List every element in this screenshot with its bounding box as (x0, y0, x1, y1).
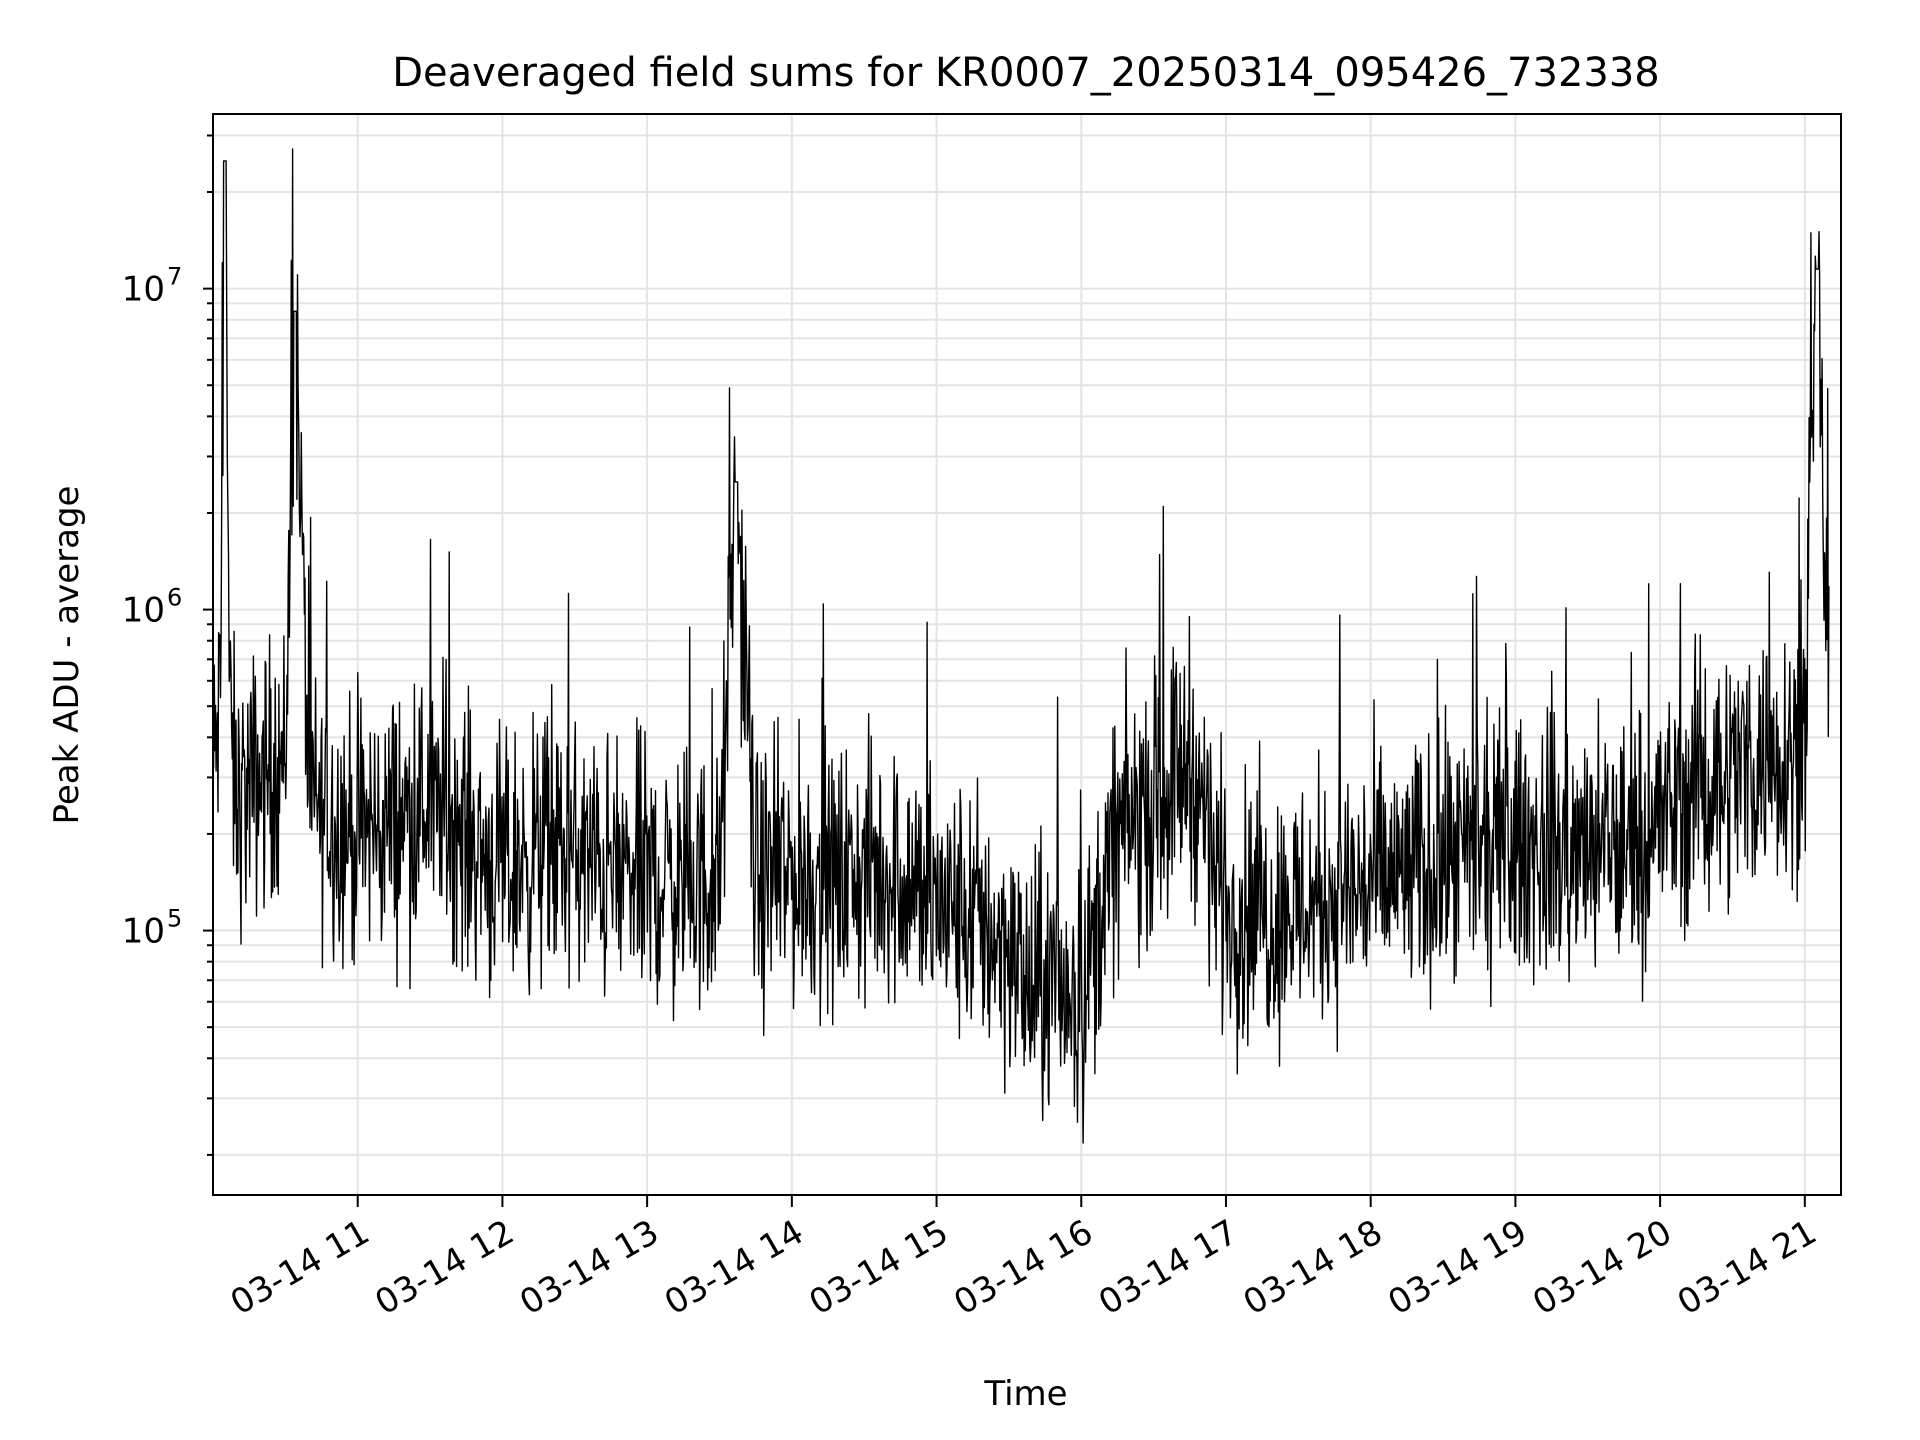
y-tick-label: 10 (122, 912, 165, 952)
series-line (212, 148, 1830, 1144)
y-tick-exponent: 6 (167, 584, 182, 612)
y-tick-exponent: 7 (167, 263, 182, 291)
y-tick-exponent: 5 (167, 905, 182, 933)
y-tick-label: 10 (122, 591, 165, 631)
y-axis-label: Peak ADU - average (47, 486, 87, 825)
y-tick-label: 10 (122, 270, 165, 310)
x-axis-label: Time (983, 1374, 1067, 1414)
plot-frame (212, 113, 1842, 1196)
data-series (212, 148, 1830, 1144)
chart-title: Deaveraged field sums for KR0007_2025031… (392, 50, 1660, 96)
